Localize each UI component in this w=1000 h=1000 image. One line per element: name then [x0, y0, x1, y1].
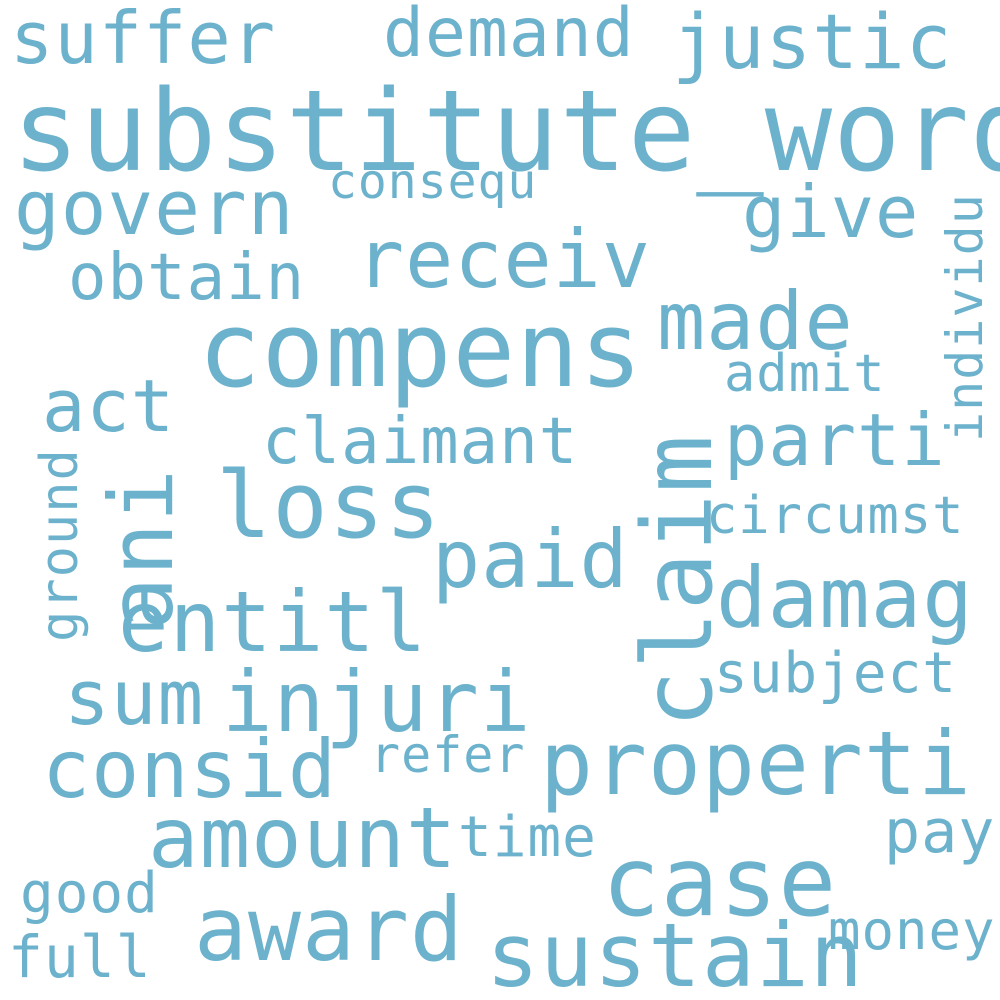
word-ground: ground [30, 448, 90, 642]
word-damag: damag [716, 549, 974, 647]
word-suffer: suffer [10, 0, 277, 80]
word-govern: govern [14, 163, 295, 252]
word-substitute-word: substitute_word [12, 67, 1000, 197]
word-consequ: consequ [328, 154, 538, 210]
word-injuri: injuri [222, 653, 532, 751]
word-money: money [828, 899, 996, 962]
word-circumst: circumst [706, 486, 965, 546]
word-refer: refer [370, 726, 526, 784]
word-paid: paid [432, 513, 629, 606]
word-good: good [20, 861, 159, 926]
word-sustain: sustain [486, 904, 864, 1000]
word-admit: admit [724, 344, 886, 404]
word-claim: claim [622, 434, 734, 728]
word-parti: parti [724, 398, 946, 482]
word-compens: compens [198, 289, 644, 411]
word-case: case [602, 826, 838, 938]
word-award: award [194, 878, 464, 981]
word-amount: amount [148, 789, 458, 887]
word-time: time [458, 805, 597, 870]
word-consid: consid [42, 723, 337, 816]
word-entitl: entitl [118, 573, 428, 671]
word-receiv: receiv [356, 213, 651, 306]
word-give: give [742, 170, 920, 254]
word-claimant: claimant [262, 405, 579, 479]
word-full: full [8, 923, 152, 991]
word-justic: justic [672, 0, 953, 86]
word-sum: sum [64, 653, 205, 742]
word-pay: pay [884, 797, 996, 867]
word-made: made [657, 275, 854, 368]
word-obtain: obtain [68, 241, 306, 315]
word-loss: loss [216, 452, 442, 559]
word-properti: properti [540, 712, 972, 815]
word-subject: subject [714, 641, 958, 706]
word-demand: demand [383, 0, 635, 73]
word-individu: individu [936, 193, 994, 442]
word-act: act [42, 364, 176, 448]
